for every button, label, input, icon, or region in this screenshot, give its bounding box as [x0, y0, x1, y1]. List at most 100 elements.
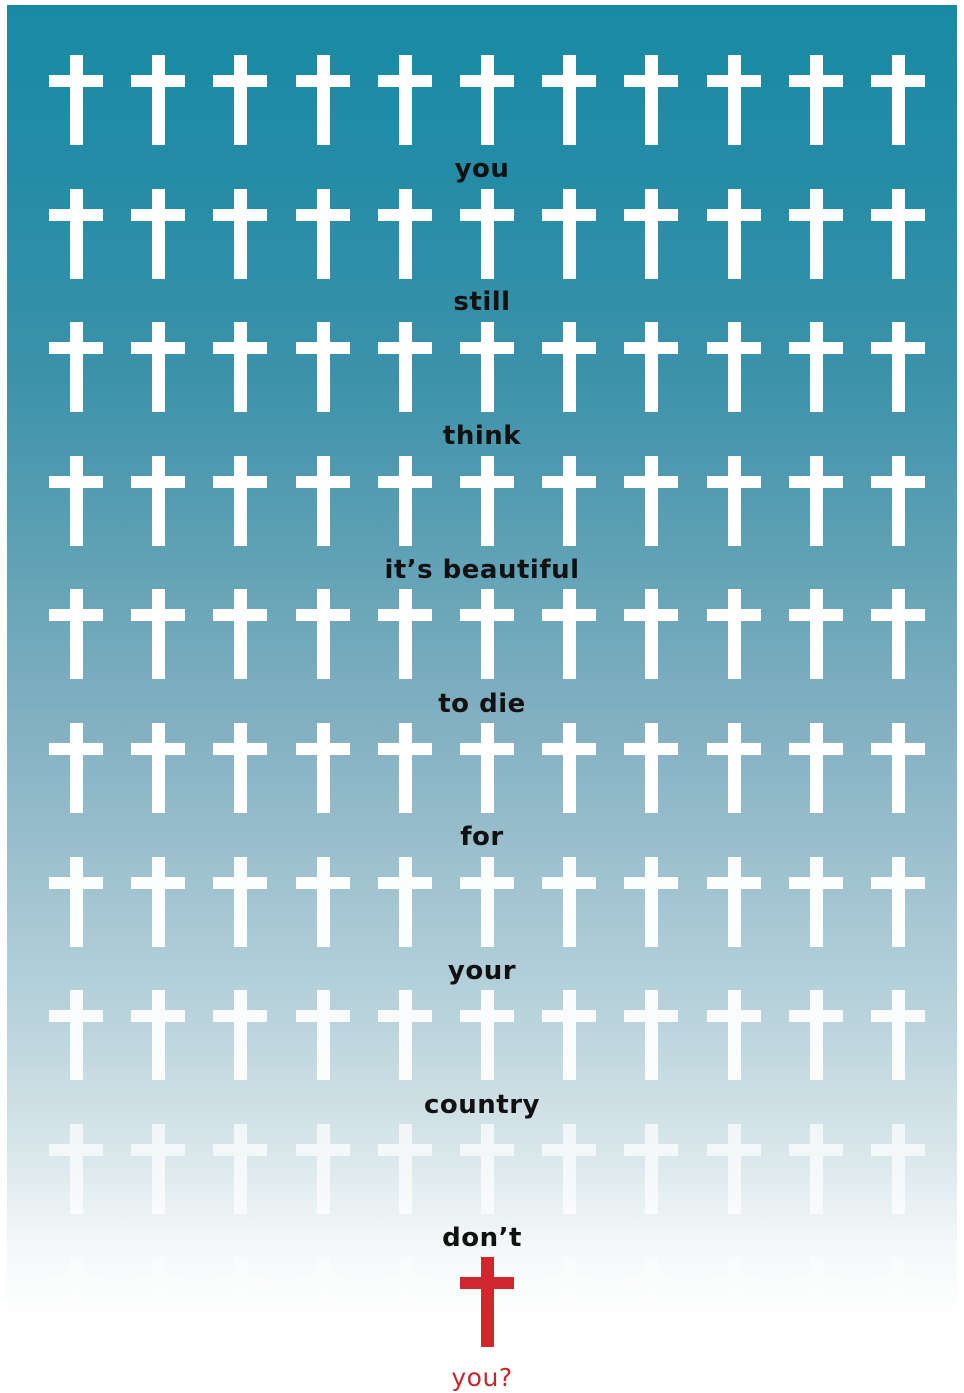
phrase-word-1: you: [454, 154, 510, 184]
cross-icon: [624, 456, 678, 546]
cross-icon: [460, 456, 514, 546]
cross-icon: [789, 189, 843, 279]
cross-icon: [707, 857, 761, 947]
cross-icon: [378, 589, 432, 679]
cross-icon: [49, 723, 103, 813]
phrase-word-3: think: [442, 421, 522, 451]
phrase-word-8: country: [424, 1090, 540, 1120]
cross-icon: [49, 589, 103, 679]
cross-icon: [871, 456, 925, 546]
cross-icon: [789, 990, 843, 1080]
cross-icon: [707, 589, 761, 679]
phrase-word-9: don’t: [442, 1223, 522, 1253]
cross-icon: [871, 55, 925, 145]
cross-icon: [131, 189, 185, 279]
red-cross-icon: [460, 1257, 514, 1347]
cross-icon: [871, 1257, 925, 1347]
cross-icon: [542, 857, 596, 947]
cross-icon: [213, 322, 267, 412]
cross-icon: [871, 723, 925, 813]
cross-icon: [789, 1124, 843, 1214]
cross-icon: [213, 723, 267, 813]
cross-icon: [789, 456, 843, 546]
cross-icon: [707, 1124, 761, 1214]
cross-icon: [49, 857, 103, 947]
cross-icon: [871, 1124, 925, 1214]
cross-icon: [296, 456, 350, 546]
cross-icon: [213, 456, 267, 546]
phrase-word-5: to die: [438, 689, 526, 719]
cross-icon: [624, 857, 678, 947]
cross-icon: [707, 723, 761, 813]
cross-icon: [707, 322, 761, 412]
cross-icon: [131, 723, 185, 813]
cross-icon: [542, 1124, 596, 1214]
cross-icon: [213, 990, 267, 1080]
cross-icon: [296, 189, 350, 279]
cross-icon: [871, 990, 925, 1080]
cross-icon: [624, 723, 678, 813]
cross-icon: [378, 456, 432, 546]
cross-icon: [49, 456, 103, 546]
cross-icon: [707, 189, 761, 279]
cross-icon: [460, 1124, 514, 1214]
cross-icon: [378, 723, 432, 813]
cross-icon: [707, 456, 761, 546]
cross-icon: [624, 322, 678, 412]
phrase-word-7: your: [447, 956, 517, 986]
cross-icon: [789, 322, 843, 412]
cross-icon: [131, 1124, 185, 1214]
cross-icon: [871, 322, 925, 412]
cross-icon: [542, 589, 596, 679]
cross-icon: [131, 322, 185, 412]
cross-icon: [131, 990, 185, 1080]
cross-icon: [871, 189, 925, 279]
cross-icon: [213, 857, 267, 947]
cross-icon: [49, 55, 103, 145]
cross-icon: [296, 1124, 350, 1214]
cross-icon: [624, 1257, 678, 1347]
cross-icon: [131, 1257, 185, 1347]
cross-icon: [131, 55, 185, 145]
cross-icon: [296, 55, 350, 145]
cross-icon: [378, 1257, 432, 1347]
cross-icon: [213, 1124, 267, 1214]
cross-icon: [624, 990, 678, 1080]
cross-icon: [624, 189, 678, 279]
cross-icon: [542, 456, 596, 546]
cross-icon: [460, 189, 514, 279]
cross-icon: [378, 990, 432, 1080]
cross-icon: [49, 322, 103, 412]
cross-icon: [789, 1257, 843, 1347]
cross-icon: [460, 55, 514, 145]
cross-icon: [296, 857, 350, 947]
cross-icon: [378, 189, 432, 279]
cross-icon: [871, 857, 925, 947]
cross-icon: [789, 723, 843, 813]
cross-icon: [213, 189, 267, 279]
cross-icon: [49, 990, 103, 1080]
phrase-word-4: it’s beautiful: [384, 555, 580, 585]
cross-icon: [378, 1124, 432, 1214]
cross-icon: [542, 1257, 596, 1347]
cross-icon: [542, 723, 596, 813]
cross-icon: [871, 589, 925, 679]
cross-icon: [378, 857, 432, 947]
cross-icon: [624, 55, 678, 145]
cross-icon: [296, 990, 350, 1080]
cross-icon: [460, 723, 514, 813]
cross-icon: [789, 857, 843, 947]
cross-icon: [707, 55, 761, 145]
cross-icon: [460, 990, 514, 1080]
cross-icon: [213, 55, 267, 145]
cross-icon: [789, 55, 843, 145]
phrase-final-question: you?: [451, 1363, 513, 1392]
cross-icon: [542, 990, 596, 1080]
cross-icon: [296, 723, 350, 813]
cross-icon: [378, 322, 432, 412]
cross-icon: [542, 322, 596, 412]
cross-icon: [460, 857, 514, 947]
cross-icon: [296, 322, 350, 412]
cross-icon: [49, 1124, 103, 1214]
